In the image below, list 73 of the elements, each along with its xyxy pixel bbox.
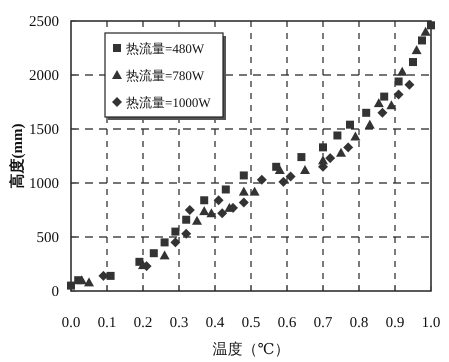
point xyxy=(278,176,288,187)
point xyxy=(206,208,216,218)
point xyxy=(420,26,431,36)
point xyxy=(333,131,342,140)
point xyxy=(240,171,248,180)
point xyxy=(250,186,260,196)
y-tick-label: 1500 xyxy=(29,122,59,138)
point xyxy=(336,148,346,157)
point xyxy=(364,120,375,129)
point xyxy=(394,77,403,86)
point xyxy=(184,205,195,215)
x-tick-label: 0.1 xyxy=(98,315,116,331)
point xyxy=(350,132,360,141)
point xyxy=(418,36,426,44)
point xyxy=(286,172,296,182)
point xyxy=(256,174,267,185)
x-tick-label: 0.7 xyxy=(314,315,333,331)
point xyxy=(238,186,249,196)
y-axis-title: 高度(mm) xyxy=(8,124,26,188)
point xyxy=(160,250,170,260)
point xyxy=(274,165,285,174)
point xyxy=(343,142,354,152)
point xyxy=(222,185,230,194)
point xyxy=(171,228,180,236)
x-tick-label: 0.5 xyxy=(242,315,260,331)
point xyxy=(394,89,404,100)
point xyxy=(238,197,249,208)
point xyxy=(412,45,422,54)
point xyxy=(397,66,408,76)
point xyxy=(362,108,370,117)
point xyxy=(297,153,306,162)
point xyxy=(182,216,190,224)
point xyxy=(106,272,115,280)
point xyxy=(374,98,384,108)
point xyxy=(214,195,224,206)
x-tick-label: 0.4 xyxy=(206,315,225,331)
point xyxy=(319,143,327,152)
point xyxy=(84,277,94,286)
point xyxy=(67,282,75,290)
point xyxy=(404,80,414,90)
x-tick-label: 0.3 xyxy=(170,315,188,331)
point xyxy=(380,92,388,101)
point xyxy=(409,58,417,66)
point xyxy=(181,228,192,239)
x-axis-title: 温度（℃） xyxy=(212,341,290,358)
point xyxy=(76,275,87,284)
legend-label: 热流量=480W xyxy=(126,41,205,56)
x-tick-label: 0.0 xyxy=(62,315,80,331)
point xyxy=(300,165,310,174)
y-tick-label: 2500 xyxy=(29,14,59,30)
point xyxy=(150,249,158,258)
y-tick-label: 500 xyxy=(36,230,59,246)
legend-label: 热流量=780W xyxy=(126,68,205,83)
point xyxy=(427,21,435,30)
point xyxy=(346,120,354,129)
point xyxy=(170,237,180,248)
x-tick-label: 0.2 xyxy=(134,315,152,331)
point xyxy=(325,153,336,164)
y-tick-label: 2000 xyxy=(29,68,59,84)
point xyxy=(192,216,202,225)
x-tick-label: 0.9 xyxy=(386,315,404,331)
point xyxy=(386,100,396,110)
point xyxy=(160,238,169,246)
point xyxy=(217,208,228,218)
point xyxy=(200,196,208,204)
point xyxy=(377,108,388,118)
x-tick-label: 0.8 xyxy=(350,315,368,331)
x-tick-label: 0.6 xyxy=(278,315,297,331)
y-tick-label: 1000 xyxy=(29,176,59,192)
legend-label: 热流量=1000W xyxy=(126,95,212,110)
y-tick-label: 0 xyxy=(52,284,59,300)
x-tick-label: 1.0 xyxy=(422,315,440,331)
point xyxy=(199,206,210,216)
